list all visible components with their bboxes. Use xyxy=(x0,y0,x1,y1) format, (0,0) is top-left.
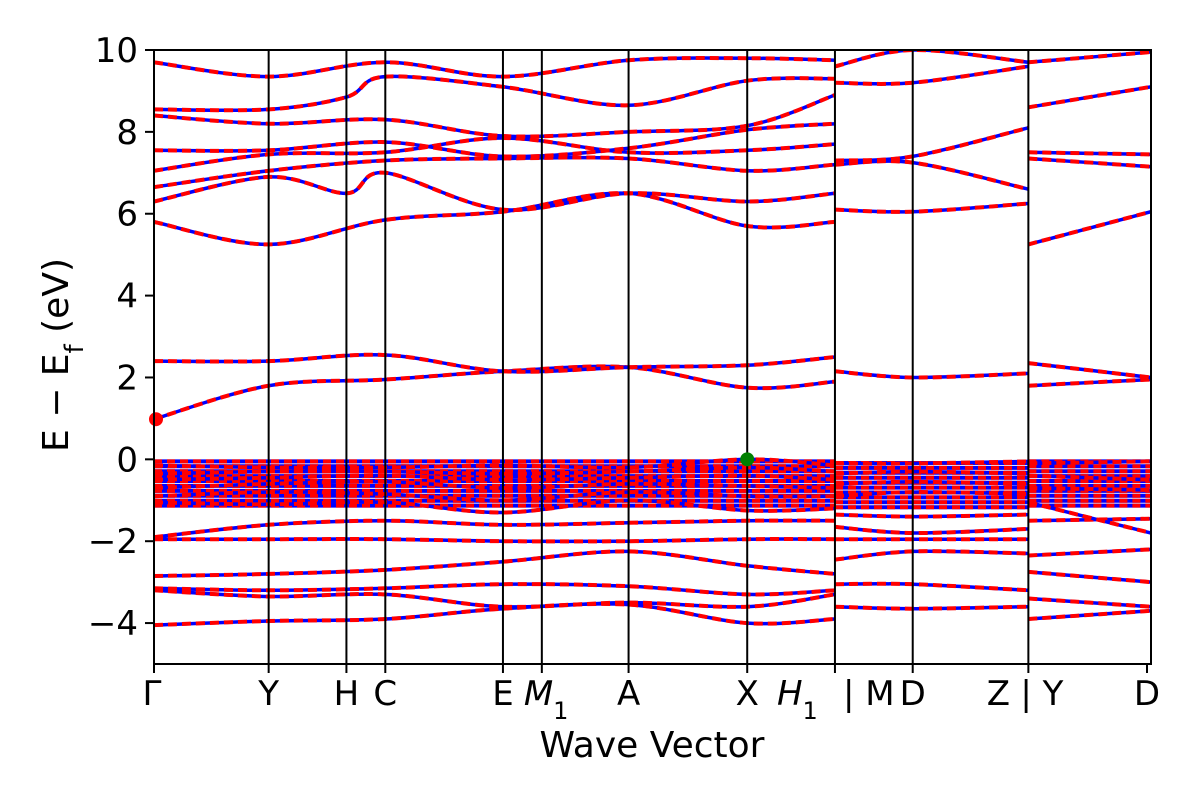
x-tick-label-h1-main: H xyxy=(777,674,803,714)
band-spin-down xyxy=(834,159,1029,191)
x-tick-label-h1: H1 xyxy=(777,674,818,725)
x-tick-label: H xyxy=(334,674,360,714)
band-spin-up xyxy=(154,56,836,79)
x-tick-label-m1-sub: 1 xyxy=(553,697,568,725)
band-spin-up xyxy=(1027,500,1151,535)
band-spin-up xyxy=(1028,486,1151,492)
y-tick-label: −4 xyxy=(88,604,138,644)
y-tick-label: 10 xyxy=(95,31,138,71)
plot-frame xyxy=(153,49,1152,665)
y-axis-title-subscript: f xyxy=(60,343,90,353)
band-spin-up xyxy=(1028,473,1151,482)
band-spin-up xyxy=(154,549,836,578)
y-tick-label: −2 xyxy=(88,522,138,562)
x-tick-label: E xyxy=(492,674,513,714)
band-spin-up xyxy=(834,50,1029,69)
x-tick-label: D xyxy=(900,674,926,714)
band-spin-up xyxy=(1028,547,1151,558)
band-spin-up xyxy=(154,352,836,374)
y-tick-label: 0 xyxy=(116,440,138,480)
x-tick-label: Y xyxy=(257,674,279,714)
y-tick-label: 4 xyxy=(116,277,138,317)
band-spin-up xyxy=(1028,150,1151,157)
bands-layer xyxy=(154,50,1151,628)
band-spin-up xyxy=(154,518,836,540)
y-axis-title: E − Ef (eV) xyxy=(36,258,90,452)
band-spin-up xyxy=(1028,361,1151,380)
x-tick-label-m1-main: M xyxy=(524,674,553,714)
band-spin-up xyxy=(154,582,836,597)
x-tick-label: D xyxy=(1134,674,1160,714)
band-spin-down xyxy=(834,64,1029,86)
x-tick-label-m1: M1 xyxy=(524,674,569,725)
band-spin-down xyxy=(834,126,1029,163)
x-tick-label: A xyxy=(617,674,640,714)
x-tick-label: X xyxy=(736,674,759,714)
band-spin-up xyxy=(154,74,836,113)
band-spin-up xyxy=(1028,596,1151,609)
y-axis-title-main: E − E xyxy=(36,353,77,452)
band-spin-up xyxy=(1028,377,1151,388)
band-spin-up xyxy=(1027,209,1151,247)
band-spin-down xyxy=(154,56,836,79)
band-spin-up xyxy=(834,125,1029,163)
y-tick-label: 8 xyxy=(116,113,138,153)
band-spin-up xyxy=(1028,569,1151,585)
band-spin-up xyxy=(1028,50,1151,65)
vbm-marker xyxy=(740,452,755,467)
k-point-lines xyxy=(267,50,1030,664)
band-spin-up xyxy=(154,537,836,544)
y-axis-title-unit: (eV) xyxy=(36,258,77,344)
band-spin-up xyxy=(154,170,836,213)
x-tick-label: Z xyxy=(987,674,1010,714)
y-tick-label: 2 xyxy=(116,358,138,398)
band-spin-up xyxy=(154,155,836,190)
band-spin-up xyxy=(154,364,836,422)
y-tick-label: 6 xyxy=(116,195,138,235)
x-tick-label: | M xyxy=(843,674,895,714)
x-tick-label: Γ xyxy=(143,674,162,714)
x-tick-label: | Y xyxy=(1020,674,1063,714)
x-tick-label: C xyxy=(373,674,397,714)
extrema-markers xyxy=(149,412,755,467)
x-tick-label-h1-sub: 1 xyxy=(803,697,818,725)
x-axis-title: Wave Vector xyxy=(540,725,765,766)
band-spin-down xyxy=(154,364,836,421)
cbm-marker xyxy=(149,412,163,427)
band-spin-up xyxy=(1028,459,1151,466)
y-axis: −4 −2 0 2 4 6 8 10 xyxy=(88,31,154,644)
band-spin-up xyxy=(1028,84,1151,110)
band-spin-up xyxy=(1028,608,1151,621)
band-spin-up xyxy=(1028,156,1151,169)
